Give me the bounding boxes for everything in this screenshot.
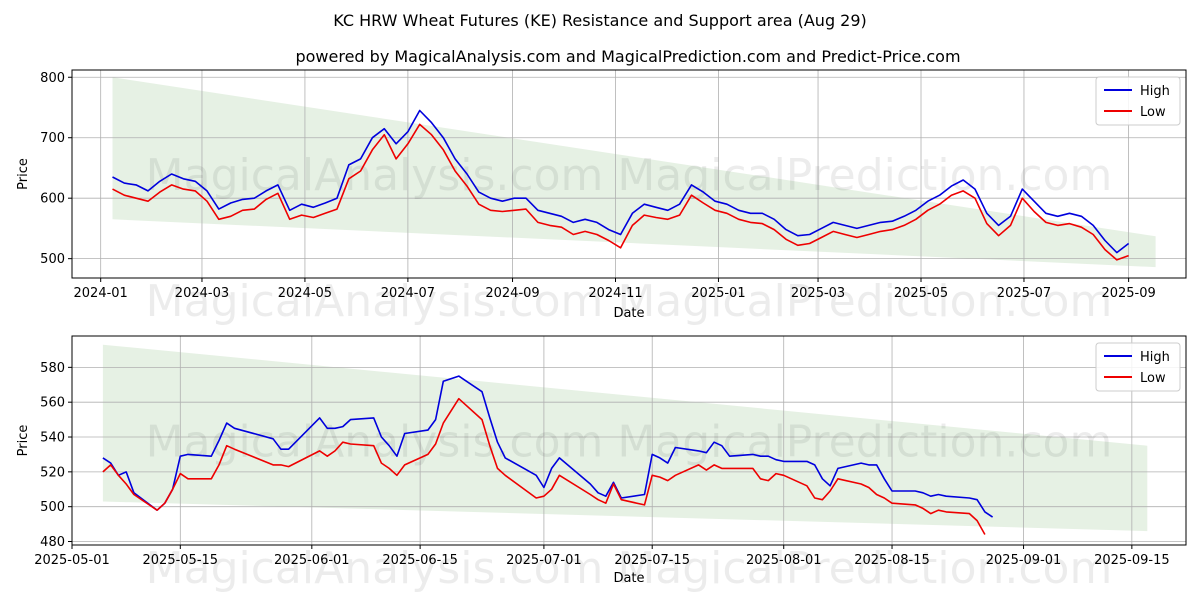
x-tick-label: 2024-07: [381, 286, 435, 301]
x-tick-label: 2025-09-15: [1094, 553, 1170, 568]
x-tick-label: 2025-07-01: [506, 553, 582, 568]
series-line-low: [112, 123, 1129, 261]
series-line-high: [112, 109, 1130, 254]
x-tick-label: 2025-05: [894, 286, 948, 301]
x-tick-label: 2025-09: [1101, 286, 1155, 301]
bottom-chart-panel: MagicalAnalysis.com MagicalPrediction.co…: [16, 335, 1187, 594]
y-tick-label: 540: [40, 431, 65, 446]
x-tick-label: 2024-05: [278, 286, 332, 301]
x-tick-label: 2025-07-15: [614, 553, 690, 568]
x-tick-label: 2024-03: [175, 286, 229, 301]
watermark-text: MagicalAnalysis.com MagicalPrediction.co…: [146, 276, 1113, 327]
legend: High Low: [1095, 76, 1181, 126]
x-tick-label: 2025-07: [997, 286, 1051, 301]
x-tick-label: 2025-08-15: [854, 553, 930, 568]
y-tick-label: 800: [40, 71, 65, 86]
resistance-support-band: [102, 344, 1148, 532]
x-tick-label: 2025-05-01: [34, 553, 110, 568]
x-axis-label: Date: [613, 306, 644, 321]
x-tick-label: 2025-08-01: [746, 553, 822, 568]
chart-subtitle: powered by MagicalAnalysis.com and Magic…: [295, 47, 960, 66]
series-line-low: [102, 397, 986, 535]
watermark-text: MagicalAnalysis.com MagicalPrediction.co…: [146, 543, 1113, 594]
chart-title: KC HRW Wheat Futures (KE) Resistance and…: [333, 11, 867, 30]
y-tick-label: 500: [40, 252, 65, 267]
legend: High Low: [1095, 342, 1181, 392]
watermark-text: MagicalAnalysis.com MagicalPrediction.co…: [146, 417, 1113, 468]
x-axis-label: Date: [613, 571, 644, 586]
legend-label-low: Low: [1140, 105, 1166, 120]
y-axis-label: Price: [16, 158, 31, 190]
y-tick-label: 600: [40, 192, 65, 207]
legend-label-high: High: [1140, 350, 1170, 365]
y-tick-label: 500: [40, 500, 65, 515]
x-tick-label: 2025-01: [691, 286, 745, 301]
x-tick-label: 2024-01: [74, 286, 128, 301]
plot-frame: [71, 335, 1187, 546]
x-tick-label: 2025-09-01: [986, 553, 1062, 568]
y-axis-label: Price: [16, 425, 31, 457]
watermark-text: MagicalAnalysis.com MagicalPrediction.co…: [146, 150, 1113, 201]
x-tick-label: 2025-06-01: [274, 553, 350, 568]
top-chart-panel: MagicalAnalysis.com MagicalPrediction.co…: [16, 69, 1187, 327]
series-line-high: [102, 375, 994, 518]
x-tick-label: 2024-09: [485, 286, 539, 301]
x-tick-label: 2024-11: [588, 286, 642, 301]
x-tick-label: 2025-06-15: [382, 553, 458, 568]
y-tick-label: 480: [40, 535, 65, 550]
y-tick-label: 700: [40, 131, 65, 146]
x-tick-label: 2025-03: [791, 286, 845, 301]
plot-frame: [71, 69, 1187, 279]
x-tick-label: 2025-05-15: [143, 553, 219, 568]
y-tick-label: 520: [40, 465, 65, 480]
y-tick-label: 560: [40, 396, 65, 411]
legend-label-high: High: [1140, 84, 1170, 99]
y-tick-label: 580: [40, 361, 65, 376]
legend-label-low: Low: [1140, 371, 1166, 386]
